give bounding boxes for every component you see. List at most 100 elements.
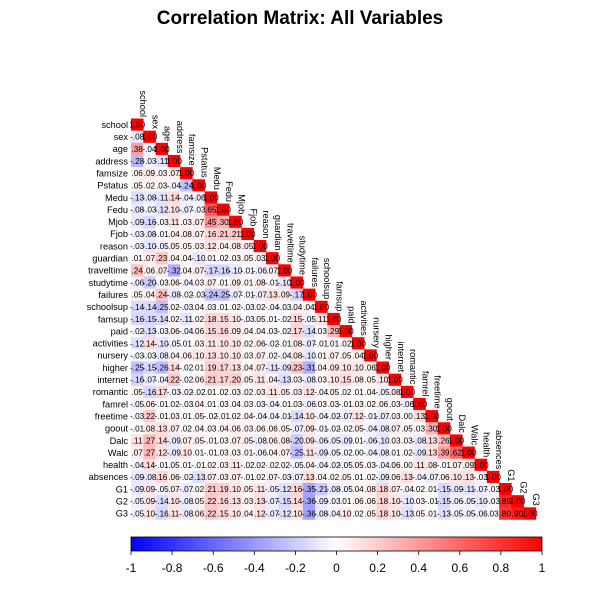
heatmap-cell [327,434,340,447]
heatmap-cell [290,446,304,459]
heatmap-cell [450,495,463,508]
heatmap-cell [265,446,279,459]
cell-value-label: .06 [144,266,156,275]
cell-value-label: -.25 [216,291,231,300]
heatmap-cell [339,422,353,435]
heatmap-cell [241,325,254,338]
heatmap-cell [339,495,353,508]
cell-value-label: -.01 [314,424,329,433]
cell-value-label: .04 [242,327,254,336]
heatmap-cell [155,276,169,289]
heatmap-cell [302,470,316,484]
heatmap-cell [131,373,144,387]
cell-value-label: -.02 [191,388,206,397]
heatmap-cell [143,240,156,253]
heatmap-cell [327,385,340,399]
cell-value-label: -.01 [204,436,219,445]
heatmap-cell [315,337,328,350]
cell-value-label: -.09 [449,485,464,494]
heatmap-cell [216,373,230,387]
heatmap-cell [155,179,169,192]
cell-value-label: -.20 [142,279,157,288]
heatmap-cell [351,361,365,374]
cell-value-label: .08 [230,242,242,251]
heatmap-cell [204,191,218,204]
cell-value-label: -.05 [302,315,317,324]
heatmap-cell [155,458,169,472]
cell-value-label: .03 [254,388,266,397]
cell-value-label: .03 [352,400,364,409]
cell-value-label: .02 [365,400,377,409]
cell-value-label: .80 [500,509,512,518]
heatmap-cell [400,422,414,435]
heatmap-cell [204,203,218,216]
cell-value-label: .27 [144,449,156,458]
chart-title: Correlation Matrix: All Variables [156,8,444,29]
colorbar-tick-label: 0.4 [410,561,427,575]
heatmap-cell [229,349,242,362]
cell-value-label: -.17 [204,266,219,275]
cell-value-label: -.36 [302,509,317,518]
cell-value-label: .05 [401,424,413,433]
heatmap-cell [192,312,205,326]
heatmap-cell [155,470,169,484]
cell-value-label: -.11 [179,315,193,324]
cell-value-label: .10 [377,376,389,385]
colorbar-fill [131,537,542,551]
cell-value-label: -.09 [130,485,145,494]
column-label: Walc [469,425,479,445]
heatmap-cell [143,507,156,520]
cell-value-label: .90 [512,509,524,518]
heatmap-cell [278,434,291,447]
heatmap-cell [315,397,328,411]
heatmap-cell [511,495,524,508]
cell-value-label: -.03 [155,218,170,227]
heatmap-cell [437,483,451,496]
row-label: Medu [105,193,128,203]
heatmap-cell [131,215,144,229]
cell-value-label: -.08 [142,193,157,202]
cell-value-label: .05 [365,376,377,385]
row-label: G3 [116,509,128,519]
cell-value-label: -.07 [253,291,268,300]
heatmap-cell [216,434,230,447]
cell-value-label: .18 [377,509,389,518]
cell-value-label: -.06 [474,509,489,518]
cell-value-label: .06 [266,436,278,445]
cell-value-label: -.15 [142,364,157,373]
cell-value-label: -.16 [142,388,157,397]
cell-value-label: .07 [193,266,205,275]
cell-value-label: -.36 [302,497,317,506]
heatmap-cell [241,312,254,326]
heatmap-cell [265,483,279,496]
heatmap-cell [413,397,426,411]
heatmap-cell [339,373,353,387]
heatmap-cell [229,264,242,277]
cell-value-label: -.02 [265,339,280,348]
heatmap-cell [241,300,254,314]
cell-value-label: .11 [316,315,327,324]
cell-value-label: -.04 [314,388,329,397]
heatmap-cell [241,495,254,508]
column-label: Fedu [224,181,234,202]
cell-value-label: .05 [279,424,291,433]
heatmap-cell [167,470,181,484]
heatmap-cell [180,337,193,350]
column-label: higher [384,334,394,360]
cell-value-label: -.16 [130,376,145,385]
cell-value-label: -.03 [142,351,157,360]
heatmap-cell [499,495,512,508]
cell-value-label: -.03 [486,485,501,494]
heatmap-cell [143,215,156,229]
cell-value-label: -.04 [179,279,194,288]
cell-value-label: -.24 [204,291,219,300]
cell-value-label: -.01 [363,412,378,421]
heatmap-cell [192,470,205,484]
cell-value-label: .13 [303,473,315,482]
heatmap-cell [302,410,316,423]
cell-value-label: -.01 [277,412,292,421]
cell-value-label: .05 [168,242,180,251]
heatmap-cell [131,300,144,314]
heatmap-cell [376,373,389,387]
cell-value-label: -.08 [253,436,268,445]
